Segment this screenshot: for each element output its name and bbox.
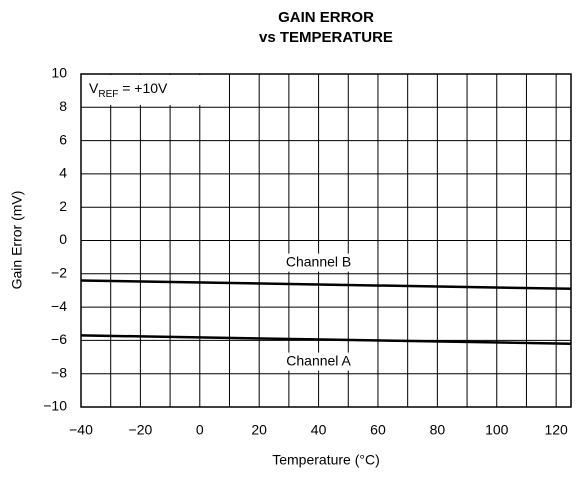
series-line <box>80 279 572 291</box>
y-tick-label: −2 <box>51 265 67 281</box>
x-tick-label: −20 <box>129 422 153 438</box>
chart-title: vs TEMPERATURE <box>259 29 393 46</box>
annotation-main: V <box>89 80 99 96</box>
annotation: VREF = +10V <box>89 80 168 100</box>
y-tick-label: −6 <box>51 331 67 347</box>
x-axis-label: Temperature (°C) <box>272 452 380 468</box>
annotation-sub: REF <box>98 89 118 100</box>
series-label: Channel A <box>286 352 351 368</box>
y-tick-label: −10 <box>43 398 67 414</box>
plot-frame <box>80 73 572 408</box>
y-tick-label: 8 <box>59 98 67 114</box>
label-bg <box>276 253 361 272</box>
y-tick-label: 2 <box>59 198 67 214</box>
y-tick-label: 6 <box>59 131 67 147</box>
y-axis-label: Gain Error (mV) <box>9 191 25 290</box>
y-tick-label: 10 <box>51 65 67 81</box>
annotation-rest: = +10V <box>118 80 168 96</box>
chart-title: GAIN ERROR <box>278 9 374 26</box>
series-label: Channel B <box>286 253 351 269</box>
x-tick-label: 0 <box>196 422 204 438</box>
x-tick-label: 60 <box>370 422 386 438</box>
annotation-box <box>82 75 222 105</box>
label-bg <box>276 352 361 371</box>
x-tick-label: 80 <box>430 422 446 438</box>
x-tick-label: 100 <box>485 422 509 438</box>
y-tick-label: 0 <box>59 231 67 247</box>
y-tick-label: −4 <box>51 298 67 314</box>
y-tick-label: −8 <box>51 364 67 380</box>
series-line <box>80 334 572 345</box>
x-tick-label: 120 <box>544 422 568 438</box>
x-tick-label: 20 <box>251 422 267 438</box>
y-tick-label: 4 <box>59 165 67 181</box>
x-tick-label: −40 <box>69 422 93 438</box>
x-tick-label: 40 <box>311 422 327 438</box>
